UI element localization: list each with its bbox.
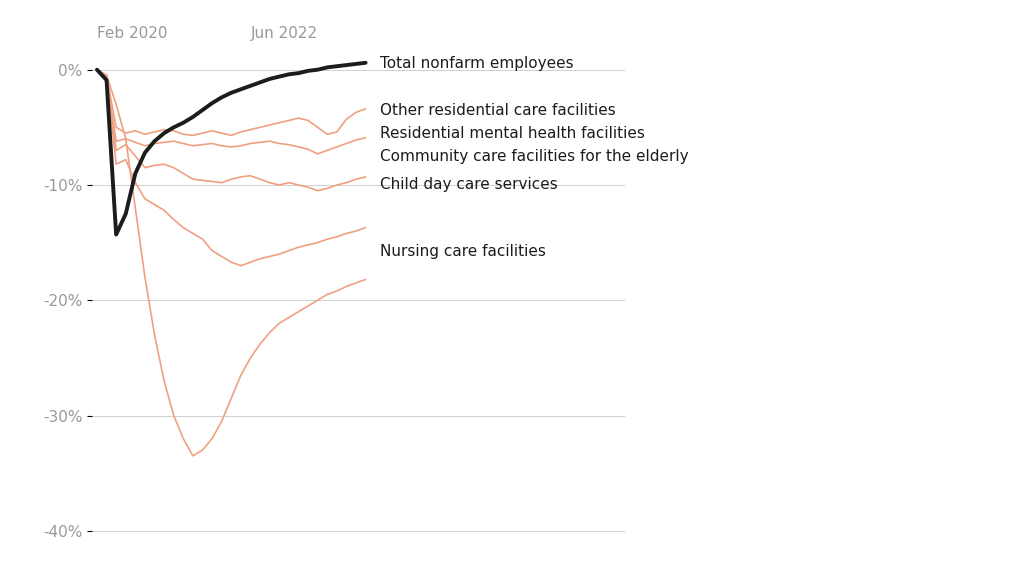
Text: Residential mental health facilities: Residential mental health facilities	[380, 125, 645, 141]
Text: Other residential care facilities: Other residential care facilities	[380, 103, 615, 118]
Text: Child day care services: Child day care services	[380, 177, 558, 192]
Text: Community care facilities for the elderly: Community care facilities for the elderl…	[380, 149, 688, 164]
Text: Total nonfarm employees: Total nonfarm employees	[380, 57, 573, 72]
Text: Jun 2022: Jun 2022	[251, 26, 317, 41]
Text: Nursing care facilities: Nursing care facilities	[380, 244, 546, 259]
Text: Feb 2020: Feb 2020	[97, 26, 168, 41]
